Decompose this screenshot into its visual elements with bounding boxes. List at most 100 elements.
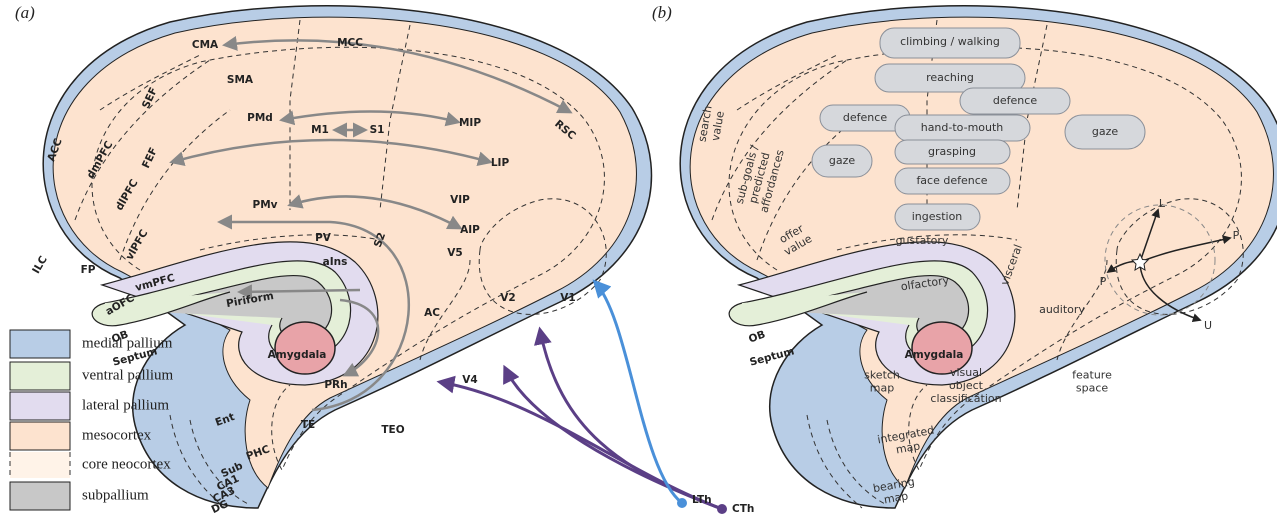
path-shape (287, 194, 463, 230)
label: SMA (227, 74, 254, 86)
label: V1 (560, 292, 575, 304)
label: Amygdala (268, 349, 327, 361)
path-shape (1139, 208, 1160, 263)
label: lateral pallium (82, 397, 169, 413)
label: sketch map (864, 369, 900, 395)
label-line: feature (1072, 369, 1112, 382)
label: MIP (459, 117, 481, 129)
path-shape (592, 279, 683, 505)
label: M1 (311, 124, 329, 136)
label: defence (843, 111, 887, 124)
rect-shape (9, 329, 71, 359)
label: climbing / walking (900, 35, 1000, 48)
label: L (1159, 197, 1166, 210)
label: V5 (447, 247, 462, 259)
rect-shape (959, 87, 1071, 115)
label: OB (110, 328, 130, 345)
label-line: sketch (864, 369, 900, 382)
rect-shape (874, 63, 1026, 93)
label: MCC (337, 37, 363, 49)
rect-shape (9, 481, 71, 511)
action-zones (811, 27, 1232, 322)
label: FP (81, 264, 96, 276)
rect-shape (10, 452, 70, 478)
label: V2 (500, 292, 515, 304)
label: DG (210, 498, 231, 515)
label: face defence (916, 174, 987, 187)
path-shape (339, 298, 380, 377)
label: V4 (462, 374, 477, 386)
label: mesocortex (82, 427, 152, 443)
label-line: map (870, 382, 894, 395)
label-line: value (709, 110, 727, 142)
label: PRh (324, 379, 347, 391)
label: reaching (926, 71, 974, 84)
label: gaze (1092, 125, 1118, 138)
path-shape (217, 214, 411, 412)
label: CTh (732, 503, 754, 515)
label: P (1100, 275, 1107, 288)
label: searchvalue (696, 105, 728, 146)
label: feature space (1072, 369, 1112, 395)
label: gaze (829, 154, 855, 167)
path-shape (1139, 235, 1232, 263)
label: AC (424, 307, 440, 319)
label: (b) (652, 3, 672, 22)
rect-shape (9, 361, 71, 391)
rect-shape (894, 167, 1011, 195)
path-shape (222, 36, 573, 114)
rect-shape (894, 139, 1011, 165)
label: visual object classification (930, 366, 1001, 405)
polygon-shape (1130, 252, 1150, 271)
label: S1 (370, 124, 385, 136)
label: P (1233, 229, 1240, 242)
label: subpallium (82, 487, 149, 503)
label: PMv (253, 199, 278, 211)
label: ventral pallium (82, 367, 174, 383)
label-line: object (949, 379, 984, 392)
path-shape (1139, 261, 1202, 322)
label: Amygdala (905, 349, 964, 361)
label: defence (993, 94, 1037, 107)
label-line: visual (950, 366, 982, 379)
path-shape (169, 138, 493, 167)
label: auditory (1039, 303, 1085, 316)
label: TEO (381, 424, 404, 436)
rect-shape (9, 391, 71, 421)
arrows-a (169, 36, 573, 412)
path-shape (436, 375, 723, 511)
label: gustatory (896, 234, 949, 247)
label: U (1204, 319, 1212, 332)
label: LTh (692, 494, 712, 506)
label: aIns (323, 256, 348, 268)
label: AIP (460, 224, 480, 236)
path-shape (279, 110, 461, 127)
label-line: space (1076, 382, 1109, 395)
label: OB (747, 328, 767, 345)
legend (9, 329, 71, 511)
label-line: map (883, 489, 909, 506)
label: VIP (450, 194, 470, 206)
label: core neocortex (82, 456, 171, 472)
label: (a) (15, 3, 35, 22)
label: medial pallium (82, 335, 173, 351)
path-shape (9, 452, 71, 478)
rect-shape (9, 421, 71, 451)
circle-shape (1104, 204, 1216, 316)
label: LIP (491, 157, 510, 169)
rect-shape (1064, 114, 1146, 150)
label: PV (315, 232, 332, 244)
label: grasping (928, 145, 976, 158)
label-line: map (895, 439, 921, 456)
thalamic-inputs (436, 279, 727, 514)
label: bearingmap (872, 475, 918, 508)
path-shape (503, 364, 723, 511)
path-shape (237, 284, 361, 300)
label: ingestion (912, 210, 963, 223)
label: PMd (247, 112, 273, 124)
circle-shape (677, 498, 687, 508)
label: hand-to-mouth (921, 121, 1004, 134)
path-shape (534, 326, 723, 511)
label: TE (301, 419, 315, 431)
rect-shape (811, 144, 873, 178)
